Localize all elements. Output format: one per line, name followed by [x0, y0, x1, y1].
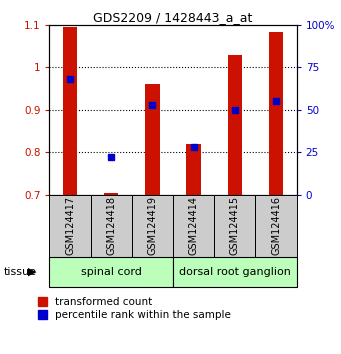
Bar — [63, 27, 77, 195]
Bar — [214, 195, 255, 257]
Bar — [132, 195, 173, 257]
Text: GSM124419: GSM124419 — [147, 196, 158, 255]
Text: GSM124415: GSM124415 — [230, 196, 240, 255]
Title: GDS2209 / 1428443_a_at: GDS2209 / 1428443_a_at — [93, 11, 253, 24]
Text: GSM124416: GSM124416 — [271, 196, 281, 255]
Bar — [228, 55, 242, 195]
Text: ▶: ▶ — [28, 267, 36, 277]
Bar — [255, 195, 297, 257]
Bar — [187, 144, 201, 195]
Bar — [269, 32, 283, 195]
Text: GSM124414: GSM124414 — [189, 196, 199, 255]
Text: dorsal root ganglion: dorsal root ganglion — [179, 267, 291, 277]
Bar — [173, 257, 297, 287]
Bar — [91, 195, 132, 257]
Bar — [173, 195, 214, 257]
Bar — [49, 257, 173, 287]
Bar — [145, 84, 160, 195]
Text: spinal cord: spinal cord — [81, 267, 142, 277]
Bar — [104, 193, 118, 195]
Text: GSM124417: GSM124417 — [65, 196, 75, 255]
Bar — [49, 195, 91, 257]
Text: tissue: tissue — [3, 267, 36, 277]
Text: GSM124418: GSM124418 — [106, 196, 116, 255]
Legend: transformed count, percentile rank within the sample: transformed count, percentile rank withi… — [38, 297, 231, 320]
